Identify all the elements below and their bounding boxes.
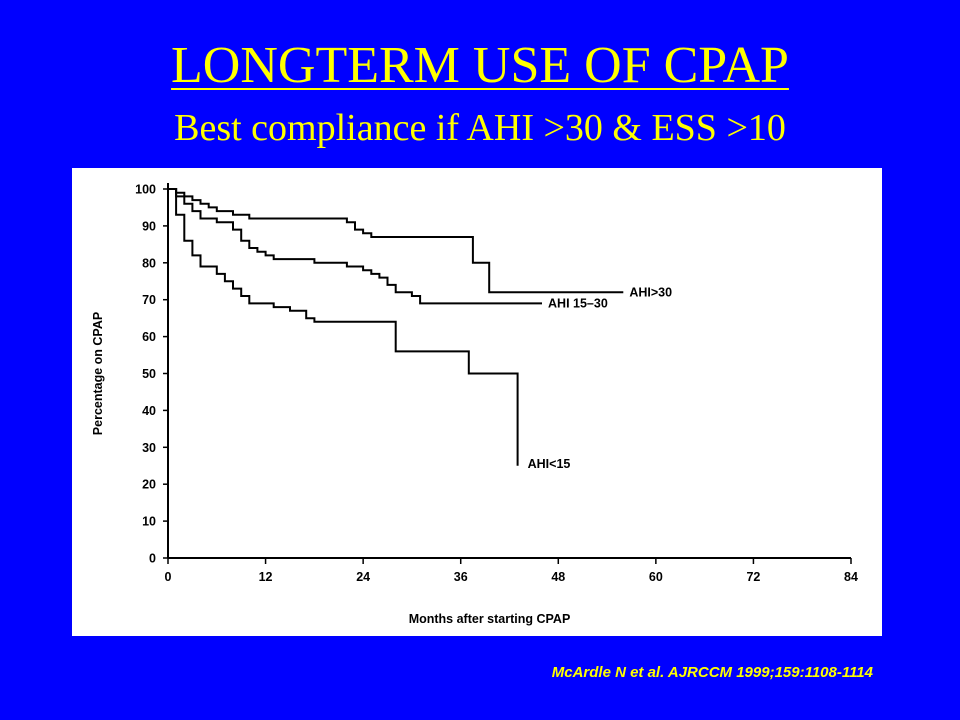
y-tick-label: 70 [142, 293, 156, 307]
series-line-3 [168, 188, 519, 466]
y-tick-label: 0 [149, 552, 156, 566]
y-tick-label: 60 [142, 330, 156, 344]
x-axis-ticks: 0 12 24 36 48 60 72 84 [165, 558, 858, 584]
y-tick-label: 80 [142, 256, 156, 270]
x-tick-label: 84 [844, 570, 858, 584]
chart-series-labels: AHI>30 AHI 15–30 AHI<15 [528, 285, 672, 470]
x-tick-label: 36 [454, 570, 468, 584]
y-tick-label: 40 [142, 404, 156, 418]
slide-subtitle: Best compliance if AHI >30 & ESS >10 [174, 107, 786, 149]
x-tick-label: 72 [746, 570, 760, 584]
x-tick-label: 48 [551, 570, 565, 584]
series-label-2: AHI 15–30 [548, 296, 608, 310]
y-tick-label: 50 [142, 367, 156, 381]
chart-panel: 0 10 20 30 40 50 60 70 80 90 100 0 12 24 36 48 60 72 84 A… [72, 168, 882, 636]
x-tick-label: 24 [356, 570, 370, 584]
y-tick-label: 10 [142, 515, 156, 529]
x-tick-label: 60 [649, 570, 663, 584]
x-axis-title: Months after starting CPAP [409, 612, 571, 626]
y-axis-ticks: 0 10 20 30 40 50 60 70 80 90 100 [135, 183, 168, 566]
series-label-3: AHI<15 [528, 457, 571, 471]
citation: McArdle N et al. AJRCCM 1999;159:1108-11… [551, 664, 873, 681]
series-label-1: AHI>30 [629, 285, 672, 299]
y-tick-label: 100 [135, 183, 156, 197]
x-tick-label: 12 [259, 570, 273, 584]
y-axis-title: Percentage on CPAP [91, 312, 105, 435]
chart-series [168, 188, 624, 466]
slide-title: LONGTERM USE OF CPAP [171, 37, 789, 94]
x-tick-label: 0 [165, 570, 172, 584]
cpap-survival-chart: 0 10 20 30 40 50 60 70 80 90 100 0 12 24 36 48 60 72 84 A… [91, 183, 858, 627]
series-line-2 [168, 188, 542, 305]
y-tick-label: 30 [142, 441, 156, 455]
y-tick-label: 90 [142, 219, 156, 233]
series-line-1 [168, 188, 624, 294]
y-tick-label: 20 [142, 478, 156, 492]
chart-axes [167, 183, 851, 559]
